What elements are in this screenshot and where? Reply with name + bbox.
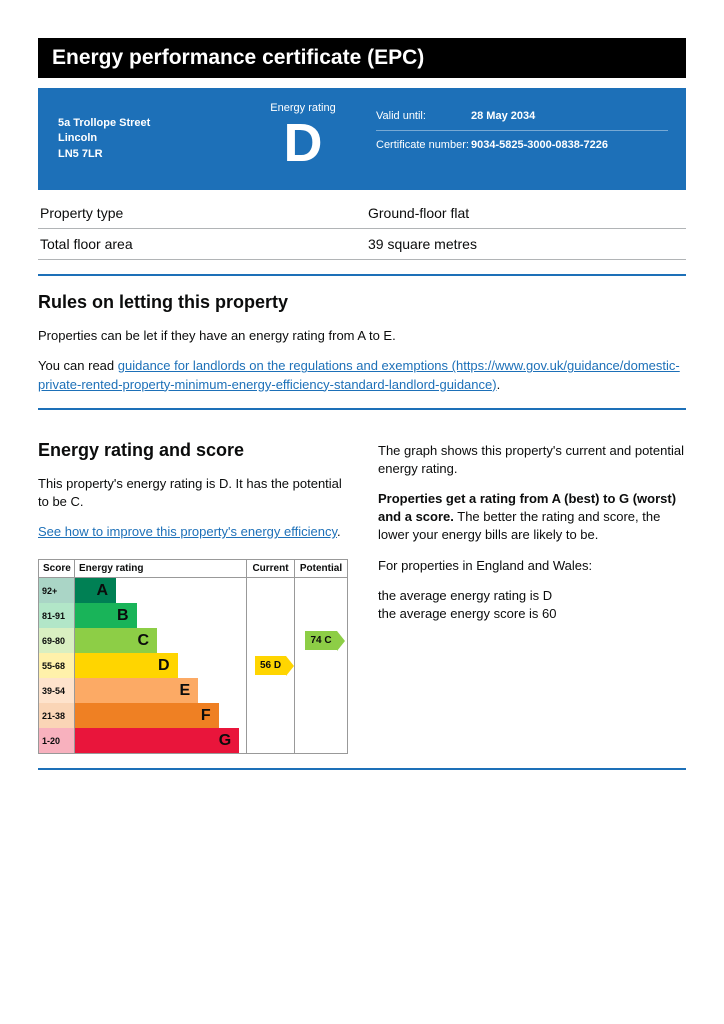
chart-potential-cell (295, 728, 347, 753)
chart-header-current: Current (247, 560, 295, 577)
floor-area-label: Total floor area (40, 236, 368, 252)
property-table: Property type Ground-floor flat Total fl… (38, 198, 686, 260)
chart-row-A: 92+A (39, 578, 347, 603)
chart-header-score: Score (39, 560, 75, 577)
rating-right-p3: For properties in England and Wales: (378, 557, 686, 575)
avg-rating-line: the average energy rating is D (378, 588, 552, 603)
property-type-value: Ground-floor flat (368, 205, 469, 221)
chart-bar-G: G (75, 728, 239, 753)
chart-bar-E: E (75, 678, 198, 703)
chart-current-cell (247, 603, 295, 628)
chart-header-rating: Energy rating (75, 560, 247, 577)
property-type-label: Property type (40, 205, 368, 221)
rating-heading: Energy rating and score (38, 440, 348, 461)
rating-right-p4: the average energy rating is D the avera… (378, 587, 686, 623)
chart-bar-C: C (75, 628, 157, 653)
chart-bar-area: C (75, 628, 247, 653)
chart-bar-area: A (75, 578, 247, 603)
chart-score-label: 92+ (39, 578, 75, 603)
rating-section: Energy rating and score This property's … (38, 424, 686, 755)
chart-bar-area: F (75, 703, 247, 728)
chart-current-cell (247, 578, 295, 603)
chart-row-E: 39-54E (39, 678, 347, 703)
chart-row-C: 69-80C 74 C (39, 628, 347, 653)
landlord-guidance-link[interactable]: guidance for landlords on the regulation… (38, 358, 680, 391)
current-rating-tag: 56 D (255, 656, 286, 675)
energy-rating-letter: D (248, 116, 358, 170)
address-line1: 5a Trollope Street (58, 116, 232, 131)
chart-header: Score Energy rating Current Potential (39, 560, 347, 578)
chart-row-F: 21-38F (39, 703, 347, 728)
chart-score-label: 69-80 (39, 628, 75, 653)
certificate-meta: Valid until: 28 May 2034 Certificate num… (358, 88, 686, 190)
cert-number-value: 9034-5825-3000-0838-7226 (471, 139, 668, 151)
chart-body: 92+A81-91B69-80C 74 C 55-68D 56 D 39-54E21-3… (39, 578, 347, 753)
rating-right-p2: Properties get a rating from A (best) to… (378, 490, 686, 545)
chart-bar-B: B (75, 603, 137, 628)
valid-until-label: Valid until: (376, 110, 471, 122)
chart-potential-cell (295, 678, 347, 703)
letting-p2: You can read guidance for landlords on t… (38, 357, 686, 393)
divider (38, 408, 686, 410)
letting-p1: Properties can be let if they have an en… (38, 327, 686, 345)
divider (38, 768, 686, 770)
table-row: Property type Ground-floor flat (38, 198, 686, 229)
valid-until-value: 28 May 2034 (471, 110, 668, 122)
potential-rating-tag: 74 C (305, 631, 336, 650)
chart-score-label: 39-54 (39, 678, 75, 703)
chart-row-D: 55-68D 56 D (39, 653, 347, 678)
page-title: Energy performance certificate (EPC) (38, 38, 686, 78)
chart-bar-area: E (75, 678, 247, 703)
chart-potential-cell: 74 C (295, 628, 347, 653)
chart-current-cell (247, 728, 295, 753)
chart-current-cell (247, 628, 295, 653)
chart-current-cell (247, 703, 295, 728)
divider (38, 274, 686, 276)
rating-right-col: The graph shows this property's current … (378, 424, 686, 755)
address-block: 5a Trollope Street Lincoln LN5 7LR (38, 88, 248, 190)
chart-score-label: 81-91 (39, 603, 75, 628)
chart-current-cell (247, 678, 295, 703)
cert-number-label: Certificate number: (376, 139, 471, 151)
chart-potential-cell (295, 578, 347, 603)
letting-p2-prefix: You can read (38, 358, 118, 373)
chart-bar-area: B (75, 603, 247, 628)
rating-left-p1: This property's energy rating is D. It h… (38, 475, 348, 511)
chart-potential-cell (295, 703, 347, 728)
address-postcode: LN5 7LR (58, 147, 232, 162)
table-row: Total floor area 39 square metres (38, 229, 686, 260)
energy-rating-badge: Energy rating D (248, 88, 358, 190)
chart-bar-F: F (75, 703, 219, 728)
summary-panel: 5a Trollope Street Lincoln LN5 7LR Energ… (38, 88, 686, 190)
chart-row-G: 1-20G (39, 728, 347, 753)
chart-bar-A: A (75, 578, 116, 603)
floor-area-value: 39 square metres (368, 236, 477, 252)
address-line2: Lincoln (58, 131, 232, 146)
letting-p2-suffix: . (497, 377, 501, 392)
chart-score-label: 21-38 (39, 703, 75, 728)
energy-rating-chart: Score Energy rating Current Potential 92… (38, 559, 348, 754)
rating-right-p1: The graph shows this property's current … (378, 442, 686, 478)
letting-heading: Rules on letting this property (38, 292, 686, 313)
chart-potential-cell (295, 653, 347, 678)
chart-bar-area: D (75, 653, 247, 678)
chart-score-label: 1-20 (39, 728, 75, 753)
chart-current-cell: 56 D (247, 653, 295, 678)
improve-efficiency-link[interactable]: See how to improve this property's energ… (38, 524, 337, 539)
chart-bar-area: G (75, 728, 247, 753)
rating-left-col: Energy rating and score This property's … (38, 424, 348, 755)
avg-score-line: the average energy score is 60 (378, 606, 557, 621)
chart-score-label: 55-68 (39, 653, 75, 678)
chart-potential-cell (295, 603, 347, 628)
chart-row-B: 81-91B (39, 603, 347, 628)
chart-header-potential: Potential (295, 560, 347, 577)
chart-bar-D: D (75, 653, 178, 678)
